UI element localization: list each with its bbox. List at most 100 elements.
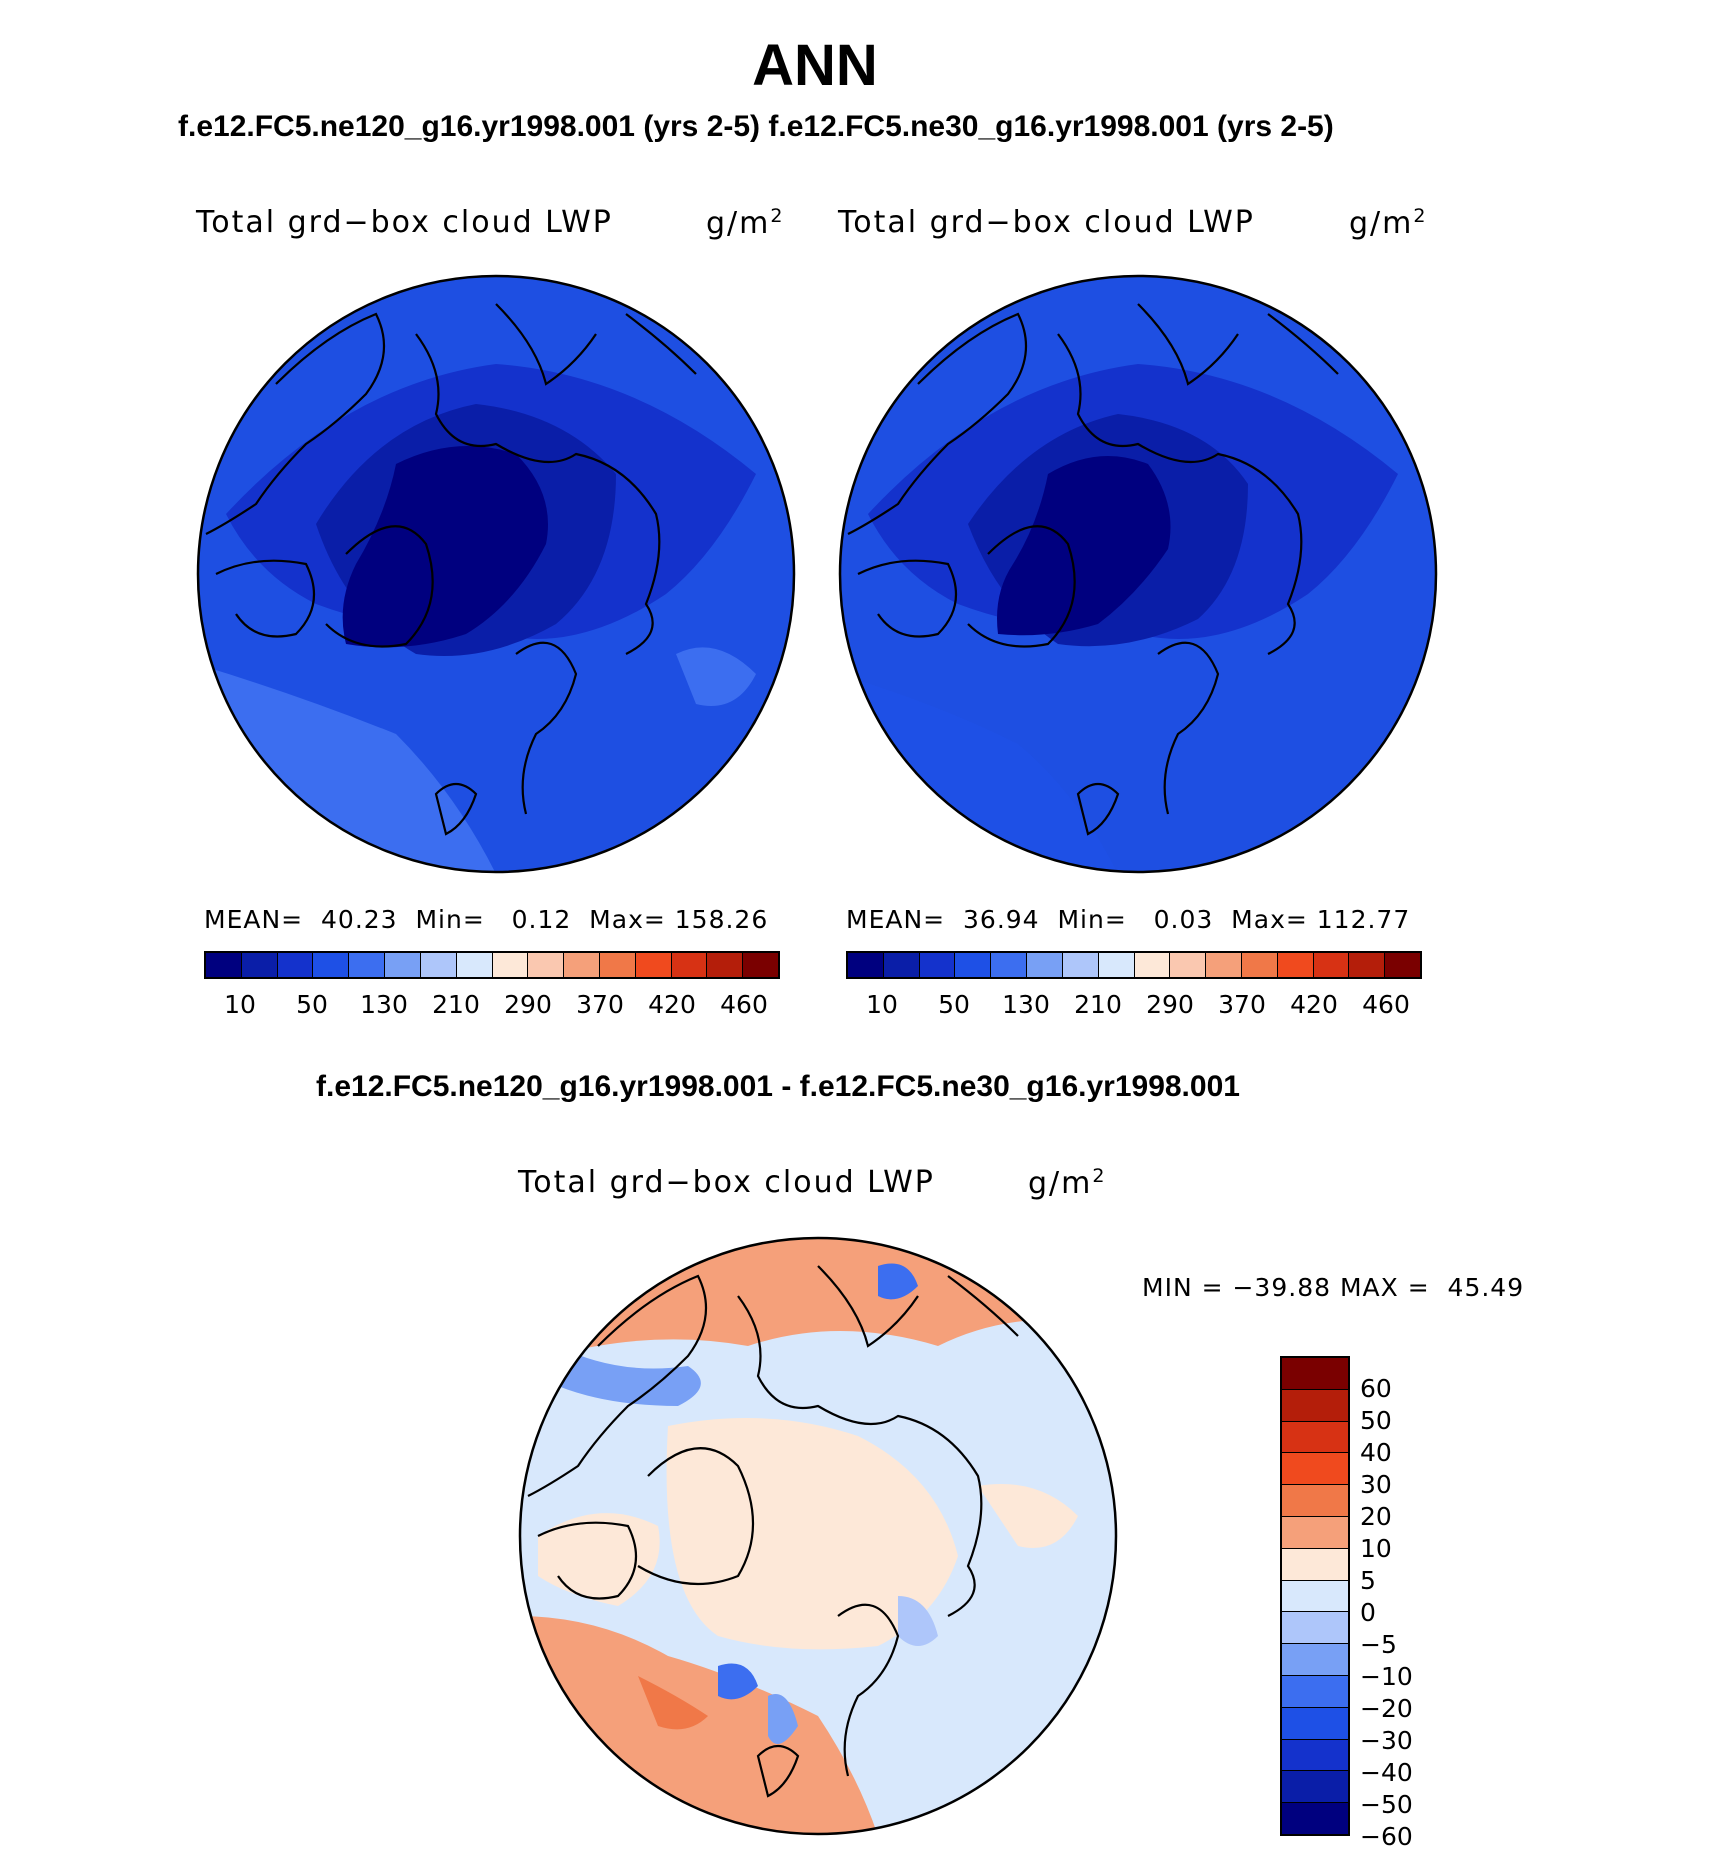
panel2-colorbar xyxy=(846,951,1422,979)
panel1-colorbar-swatch xyxy=(420,953,457,977)
panel1-colorbar-swatch xyxy=(277,953,314,977)
panel2-colorbar-swatch xyxy=(1241,953,1278,977)
diff-colorbar-tick-label: 50 xyxy=(1360,1406,1392,1435)
diff-map-border xyxy=(518,1236,1118,1836)
diff-colorbar-swatch xyxy=(1282,1644,1348,1676)
diff-colorbar-tick-label: −20 xyxy=(1360,1694,1413,1723)
panel2-colorbar-tick-label: 420 xyxy=(1290,990,1338,1019)
panel2-colorbar-swatch xyxy=(955,953,992,977)
panel1-colorbar-swatch xyxy=(564,953,600,977)
panel2-label: Total grd−box cloud LWP xyxy=(838,205,1255,240)
panel2-colorbar-swatch xyxy=(919,953,956,977)
panel1-colorbar-swatch xyxy=(671,953,708,977)
diff-east-warm xyxy=(978,1484,1078,1548)
panel1-polar-map xyxy=(196,274,796,874)
panel2-stats: MEAN= 36.94 Min= 0.03 Max= 112.77 xyxy=(846,905,1411,934)
top-subtitle: f.e12.FC5.ne120_g16.yr1998.001 (yrs 2-5)… xyxy=(178,110,1334,143)
panel2-colorbar-tick-label: 10 xyxy=(866,990,898,1019)
panel1-colorbar-tick-label: 10 xyxy=(224,990,256,1019)
panel1-colorbar-tick-label: 460 xyxy=(720,990,768,1019)
panel2-colorbar-swatch xyxy=(1277,953,1314,977)
diff-north-blue xyxy=(558,1346,701,1406)
panel2-colorbar-swatch xyxy=(1170,953,1207,977)
panel1-colorbar-tick-label: 210 xyxy=(432,990,480,1019)
panel2-colorbar-tick-label: 460 xyxy=(1362,990,1410,1019)
panel2-units: g/m2 xyxy=(1349,205,1428,241)
panel2-colorbar-tick-label: 50 xyxy=(938,990,970,1019)
diff-colorbar-tick-label: 30 xyxy=(1360,1470,1392,1499)
panel1-coastlines xyxy=(205,303,697,836)
diff-colorbar-tick-label: 0 xyxy=(1360,1598,1376,1627)
diff-colorbar-swatch xyxy=(1282,1612,1348,1645)
panel1-colorbar-swatch xyxy=(528,953,565,977)
panel1-colorbar-tick-label: 50 xyxy=(296,990,328,1019)
panel2-colorbar-swatch xyxy=(1062,953,1099,977)
diff-colorbar-swatch xyxy=(1282,1707,1348,1740)
panel2-colorbar-tick-label: 370 xyxy=(1218,990,1266,1019)
panel2-colorbar-swatch xyxy=(883,953,920,977)
diff-colorbar-tick-label: −30 xyxy=(1360,1726,1413,1755)
diff-colorbar-swatch xyxy=(1282,1453,1348,1486)
panel2-colorbar-swatch xyxy=(1027,953,1063,977)
panel1-light-patch xyxy=(676,647,756,706)
panel2-colorbar-swatch xyxy=(1385,953,1420,977)
panel1-colorbar-tick-label: 370 xyxy=(576,990,624,1019)
panel2-colorbar-swatch xyxy=(1349,953,1386,977)
diff-colorbar-swatch xyxy=(1282,1516,1348,1549)
diff-coastlines xyxy=(527,1265,1019,1798)
diff-north-blue-patch xyxy=(878,1263,918,1300)
panel2-colorbar-swatch xyxy=(848,953,884,977)
diff-polar-map xyxy=(518,1236,1118,1836)
panel2-colorbar-tick-label: 130 xyxy=(1002,990,1050,1019)
diff-stats: MIN = −39.88 MAX = 45.49 xyxy=(1142,1273,1525,1302)
panel1-colorbar-swatch xyxy=(456,953,493,977)
diff-colorbar-tick-label: 60 xyxy=(1360,1374,1392,1403)
panel1-colorbar-swatch xyxy=(492,953,529,977)
diff-subtitle: f.e12.FC5.ne120_g16.yr1998.001 - f.e12.F… xyxy=(316,1070,1240,1103)
diff-colorbar-ticks: 60 50 40 30 20 10 5 0 −5 −10 −20 −30 −40 −50 −60 xyxy=(1360,1356,1480,1851)
diff-colorbar-tick-label: 10 xyxy=(1360,1534,1392,1563)
panel2-colorbar-tick-label: 210 xyxy=(1074,990,1122,1019)
panel2-colorbar-swatch xyxy=(1098,953,1135,977)
panel2-greenland-core xyxy=(997,456,1171,636)
diff-colorbar-swatch xyxy=(1282,1739,1348,1772)
panel1-colorbar-swatch xyxy=(385,953,421,977)
diff-colorbar-swatch xyxy=(1282,1771,1348,1804)
panel1-colorbar-tick-label: 420 xyxy=(648,990,696,1019)
panel1-colorbar-swatch xyxy=(349,953,386,977)
panel3-label: Total grd−box cloud LWP xyxy=(518,1165,935,1200)
panel1-colorbar-swatch xyxy=(635,953,672,977)
diff-colorbar-tick-label: −40 xyxy=(1360,1758,1413,1787)
diff-colorbar-swatch xyxy=(1282,1580,1348,1613)
diff-east-blue xyxy=(898,1596,938,1646)
panel2-colorbar-swatch xyxy=(991,953,1028,977)
diff-colorbar-swatch xyxy=(1282,1803,1348,1834)
panel1-label: Total grd−box cloud LWP xyxy=(196,205,613,240)
panel1-colorbar-ticks: 10 50 130 210 290 370 420 460 xyxy=(204,990,780,1022)
panel2-map-border xyxy=(838,274,1438,874)
diff-colorbar-tick-label: 5 xyxy=(1360,1566,1376,1595)
panel3-units: g/m2 xyxy=(1028,1165,1107,1201)
panel1-colorbar-swatch xyxy=(206,953,242,977)
panel1-units: g/m2 xyxy=(706,205,785,241)
diff-colorbar-swatch xyxy=(1282,1675,1348,1708)
diff-colorbar-tick-label: −60 xyxy=(1360,1822,1413,1851)
diff-iceland-blue xyxy=(718,1663,758,1700)
diff-colorbar-swatch xyxy=(1282,1358,1348,1390)
diff-colorbar-tick-label: −50 xyxy=(1360,1790,1413,1819)
diff-colorbar-tick-label: −10 xyxy=(1360,1662,1413,1691)
panel1-colorbar-swatch xyxy=(599,953,636,977)
diff-colorbar xyxy=(1280,1356,1350,1836)
diff-colorbar-swatch xyxy=(1282,1485,1348,1517)
panel1-greenland-core xyxy=(342,446,548,648)
panel1-colorbar-tick-label: 130 xyxy=(360,990,408,1019)
panel1-stats: MEAN= 40.23 Min= 0.12 Max= 158.26 xyxy=(204,905,769,934)
panel2-colorbar-ticks: 10 50 130 210 290 370 420 460 xyxy=(846,990,1422,1022)
main-title: ANN xyxy=(752,33,878,98)
diff-center-warm xyxy=(666,1418,958,1650)
panel1-colorbar-swatch xyxy=(743,953,778,977)
panel2-colorbar-tick-label: 290 xyxy=(1146,990,1194,1019)
panel1-colorbar-swatch xyxy=(707,953,744,977)
panel2-polar-map xyxy=(838,274,1438,874)
diff-colorbar-swatch xyxy=(1282,1389,1348,1422)
